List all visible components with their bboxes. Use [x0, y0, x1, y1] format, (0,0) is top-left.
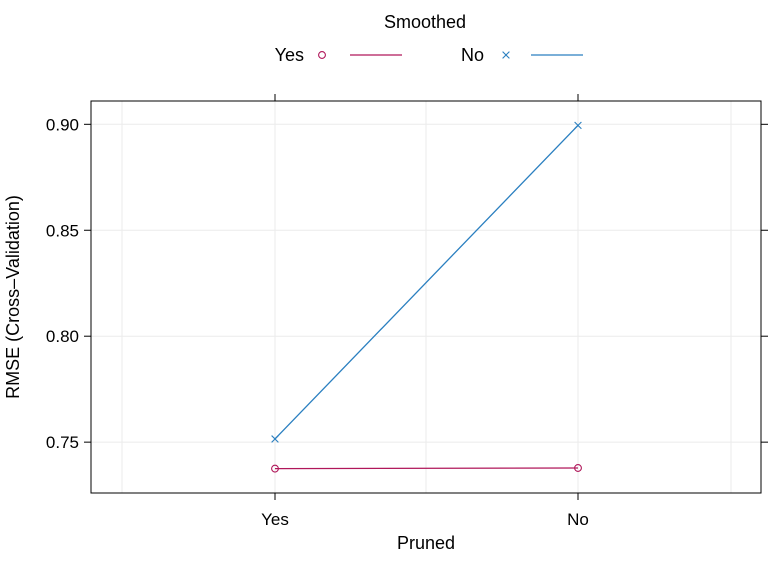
y-tick-label: 0.75 [46, 433, 79, 452]
x-tick-label: Yes [261, 510, 289, 529]
series-layer [271, 121, 582, 473]
y-tick-label: 0.85 [46, 221, 79, 240]
legend-marker-yes [318, 51, 326, 59]
legend-title: Smoothed [384, 12, 466, 32]
data-point-no-0 [271, 435, 279, 443]
y-tick-label: 0.80 [46, 327, 79, 346]
legend-label-no: No [461, 45, 484, 65]
y-tick-label: 0.90 [46, 115, 79, 134]
series-line-no [274, 124, 579, 440]
data-point-no-1 [574, 121, 582, 130]
x-tick-label: No [567, 510, 589, 529]
data-point-yes-0 [271, 464, 279, 473]
cross-stroke [271, 435, 279, 443]
grid [91, 101, 761, 493]
data-point-yes-1 [574, 464, 582, 472]
y-axis-label: RMSE (Cross–Validation) [3, 195, 23, 399]
series-line-yes [274, 467, 579, 470]
axis-ticks: 0.75 0.80 0.85 0.90 Yes No [46, 94, 768, 529]
legend-label-yes: Yes [275, 45, 304, 65]
cross-stroke [574, 121, 582, 130]
plot-frame [90, 100, 762, 494]
x-axis-label: Pruned [397, 533, 455, 553]
cross-stroke [502, 51, 510, 59]
legend: Yes No [275, 45, 583, 65]
legend-marker-no [502, 51, 510, 59]
